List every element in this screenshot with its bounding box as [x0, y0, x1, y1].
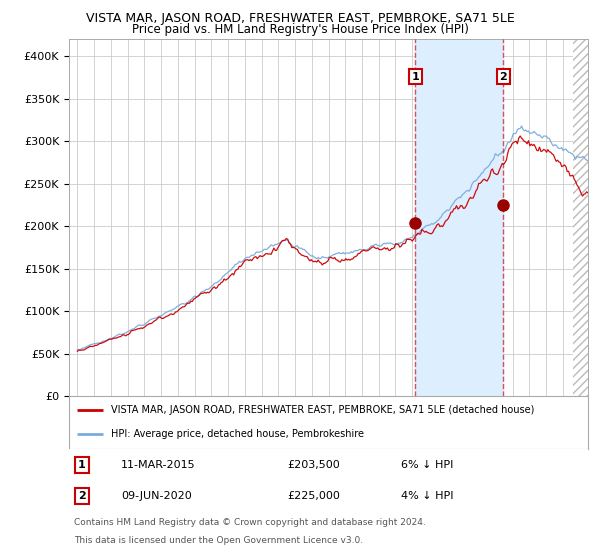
Text: 2: 2 [499, 72, 507, 82]
Text: 6% ↓ HPI: 6% ↓ HPI [401, 460, 454, 470]
Text: 1: 1 [78, 460, 86, 470]
Text: VISTA MAR, JASON ROAD, FRESHWATER EAST, PEMBROKE, SA71 5LE: VISTA MAR, JASON ROAD, FRESHWATER EAST, … [86, 12, 514, 25]
Text: 11-MAR-2015: 11-MAR-2015 [121, 460, 196, 470]
Text: Contains HM Land Registry data © Crown copyright and database right 2024.: Contains HM Land Registry data © Crown c… [74, 517, 426, 526]
Text: Price paid vs. HM Land Registry's House Price Index (HPI): Price paid vs. HM Land Registry's House … [131, 24, 469, 36]
Text: HPI: Average price, detached house, Pembrokeshire: HPI: Average price, detached house, Pemb… [110, 430, 364, 439]
Text: £225,000: £225,000 [287, 491, 340, 501]
Text: £203,500: £203,500 [287, 460, 340, 470]
Text: 09-JUN-2020: 09-JUN-2020 [121, 491, 191, 501]
Text: This data is licensed under the Open Government Licence v3.0.: This data is licensed under the Open Gov… [74, 536, 364, 545]
Text: 4% ↓ HPI: 4% ↓ HPI [401, 491, 454, 501]
Text: 1: 1 [412, 72, 419, 82]
Bar [415, 39, 503, 396]
Text: 2: 2 [78, 491, 86, 501]
Bar [572, 39, 600, 396]
Text: VISTA MAR, JASON ROAD, FRESHWATER EAST, PEMBROKE, SA71 5LE (detached house): VISTA MAR, JASON ROAD, FRESHWATER EAST, … [110, 404, 534, 414]
